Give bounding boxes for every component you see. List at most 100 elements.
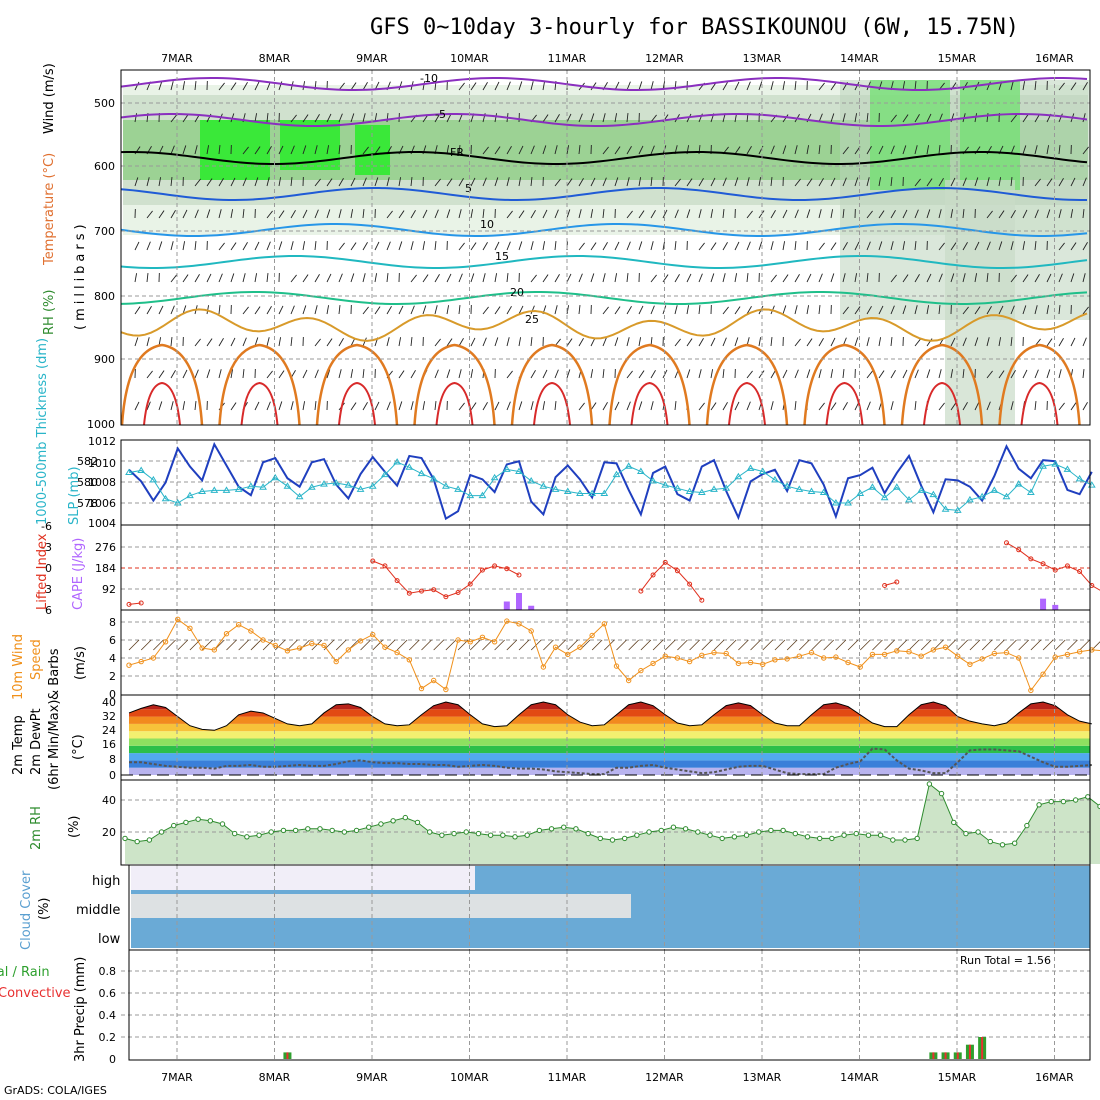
wind-speed-point xyxy=(187,625,193,631)
wind-barb xyxy=(938,242,945,251)
wind-barb xyxy=(146,177,150,187)
wind-barb xyxy=(638,145,644,155)
wind-label: Wind (m/s) xyxy=(42,63,57,134)
wind-barb xyxy=(458,337,464,347)
wind-barb xyxy=(626,177,630,187)
wind-barb xyxy=(806,209,811,219)
rh-point xyxy=(329,827,335,834)
wind-barb xyxy=(350,273,355,283)
wind-barb xyxy=(914,369,919,379)
rh-point xyxy=(987,838,994,845)
wind-barb xyxy=(962,369,965,379)
rh-point xyxy=(305,826,311,832)
wind-barb xyxy=(458,209,462,219)
isotherm-line xyxy=(240,381,279,426)
wind-barb xyxy=(926,113,932,123)
wind-barb xyxy=(506,241,511,251)
thickness-point xyxy=(990,486,999,493)
wind-barb xyxy=(230,82,237,91)
wind-barb xyxy=(1058,242,1065,251)
tick-label: 582 xyxy=(77,455,98,468)
thickness-point xyxy=(283,482,292,489)
isotherm-line xyxy=(120,255,1088,269)
wind-barb xyxy=(170,305,175,315)
wind-barb xyxy=(398,337,402,347)
precip-total-label: Total / Rain xyxy=(0,965,50,980)
temp-band xyxy=(129,709,1090,717)
isotherm-label: 10 xyxy=(480,218,494,231)
wind-barb xyxy=(722,273,726,283)
wind-barb xyxy=(433,639,444,651)
wind-speed-point xyxy=(284,648,291,654)
isotherm-line xyxy=(120,343,204,426)
wind-barb xyxy=(734,273,738,283)
wind-barb xyxy=(866,370,873,379)
rh-point xyxy=(951,819,957,826)
lifted-index-point xyxy=(882,583,888,588)
wind10m-units: (m/s) xyxy=(73,646,88,680)
wind-barb xyxy=(902,114,909,123)
lifted-index-point xyxy=(479,567,485,573)
wind-barb xyxy=(410,241,414,251)
lifted-index-label: Lifted Index xyxy=(35,533,50,610)
wind-barb xyxy=(458,242,465,251)
wind-speed-point xyxy=(699,652,705,658)
date-label: 16MAR xyxy=(1035,52,1074,65)
wind-barb xyxy=(974,241,980,251)
wind-barb xyxy=(770,177,773,187)
wind-barb xyxy=(278,145,284,155)
rh-point xyxy=(719,835,725,842)
wind-barb xyxy=(640,639,652,651)
wind-barb xyxy=(254,401,260,411)
wind-speed-point xyxy=(211,647,218,653)
panel-frame xyxy=(120,69,1091,426)
wind-barb xyxy=(338,273,343,283)
wind-barb xyxy=(686,178,693,187)
isotherm-label: -5 xyxy=(435,108,446,121)
wind-barb xyxy=(710,242,717,251)
wind-barb xyxy=(950,402,957,411)
wind-barb xyxy=(734,241,740,251)
date-label: 11MAR xyxy=(548,52,587,65)
wind-barb xyxy=(914,338,921,347)
rh-point xyxy=(902,837,908,843)
wind-barb xyxy=(566,305,570,315)
wind-barb xyxy=(1058,273,1063,283)
wind-barb xyxy=(1082,369,1085,379)
wind-barb xyxy=(1058,82,1065,91)
thickness-point xyxy=(417,469,426,477)
wind-barb xyxy=(626,241,631,251)
wind-speed-point xyxy=(309,640,315,647)
wind-barb xyxy=(1034,178,1041,187)
wind-barb xyxy=(866,145,872,155)
wind-barb xyxy=(230,209,234,219)
precip-labels: Total / Rain Convective 3hr Precip (mm) … xyxy=(0,954,1051,1062)
wind-barb xyxy=(794,369,799,379)
wind-speed-point xyxy=(199,645,205,651)
wind-barb xyxy=(542,114,549,123)
rh-point xyxy=(414,819,421,826)
rh-point xyxy=(451,830,457,837)
wind-barb xyxy=(746,145,752,155)
wind-barb xyxy=(165,639,176,651)
lifted-index-point xyxy=(687,581,693,587)
wind-barb xyxy=(722,81,728,91)
wind-barb xyxy=(698,209,702,219)
wind-barb xyxy=(194,273,200,283)
wind-barb xyxy=(386,337,390,347)
wind-barb xyxy=(638,305,644,315)
wind-speed-point xyxy=(796,653,803,659)
wind-barb xyxy=(542,369,548,379)
wind-barb xyxy=(1046,209,1051,219)
wind-barb xyxy=(290,305,295,315)
wind-barb xyxy=(170,401,174,411)
lifted-index-point xyxy=(662,559,668,565)
wind-barb xyxy=(543,639,554,651)
wind-speed-point xyxy=(418,685,425,692)
wind-barb xyxy=(770,81,774,91)
rh-point xyxy=(597,835,604,842)
wind-barb xyxy=(554,178,561,187)
wind-barb xyxy=(830,337,836,347)
wind-barb xyxy=(698,242,705,251)
tick-label: 0.4 xyxy=(99,1009,117,1022)
